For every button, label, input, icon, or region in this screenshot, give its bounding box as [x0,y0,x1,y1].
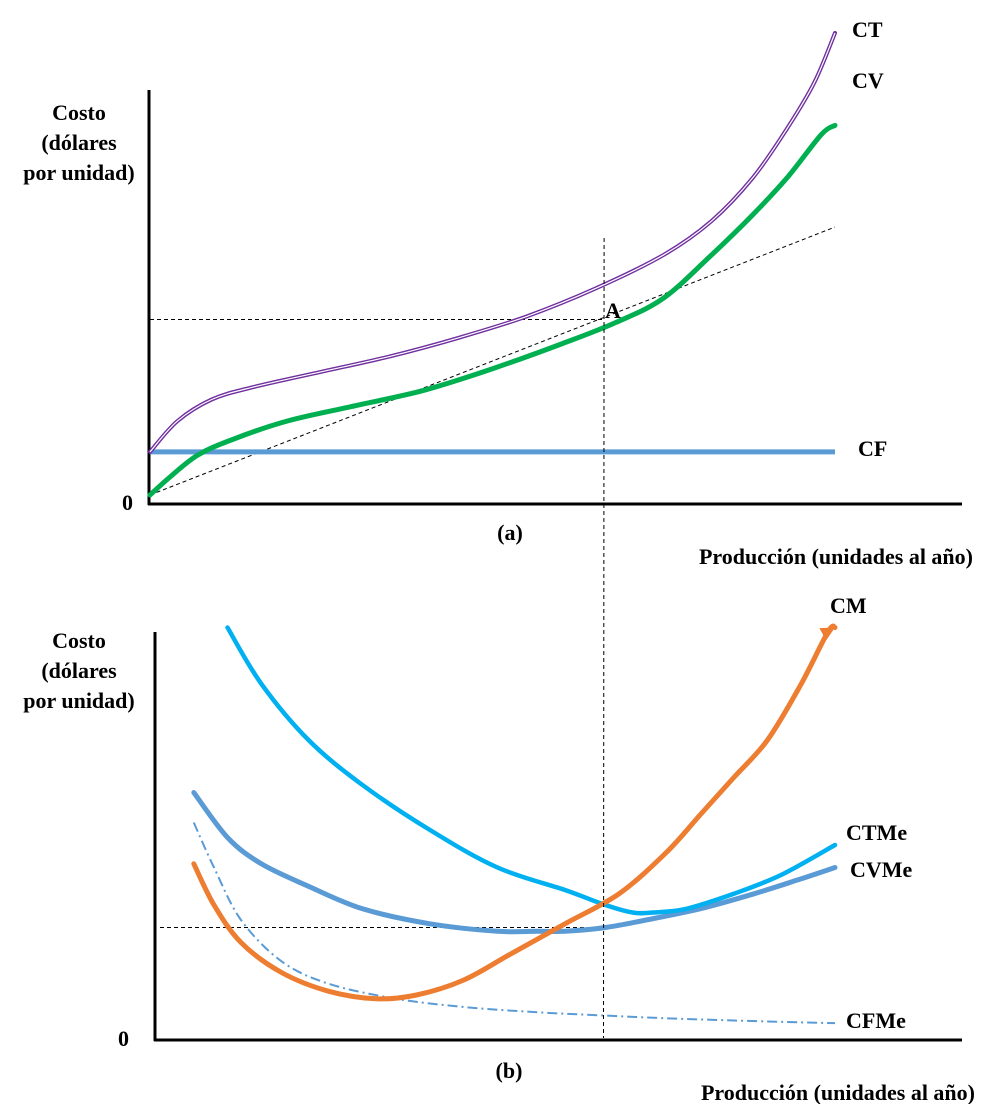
cvme-curve [191,790,838,935]
cm-arrowhead [819,627,835,641]
cm-label: CM [830,593,867,618]
panel-b: Costo (dólares por unidad) 0 (b) Producc… [23,593,975,1104]
panel-a-ylabel-line3: por unidad) [23,160,134,185]
panel-a-label: (a) [497,520,523,545]
cfme-label: CFMe [846,1008,906,1033]
cv-label: CV [852,68,884,93]
panel-b-origin-label: 0 [118,1026,129,1051]
vertical-guide-line [603,237,605,1039]
panel-b-ylabel-line3: por unidad) [23,688,134,713]
cfme-curve [192,822,836,1025]
panel-a: Costo (dólares por unidad) 0 (a) Producc… [23,17,973,569]
ct-curve [148,31,837,454]
ray-from-origin [149,226,836,496]
ct-curve-inner [149,32,836,453]
panel-a-ylabel-line1: Costo [52,100,106,125]
panel-b-ylabel-line1: Costo [52,628,106,653]
point-a-label: A [605,298,621,323]
panel-b-ylabel-line2: (dólares [41,658,117,683]
panel-a-ylabel-line2: (dólares [41,130,117,155]
ctme-curve [225,625,838,916]
panel-a-plot [147,31,838,498]
cm-curve [191,623,838,1002]
ct-label: CT [852,17,883,42]
ctme-label: CTMe [846,820,907,845]
panel-b-xlabel: Producción (unidades al año) [701,1080,975,1104]
panel-b-plot [160,623,838,1025]
panel-b-label: (b) [496,1058,523,1083]
cf-label: CF [858,436,887,461]
cv-curve [147,122,838,498]
panel-a-origin-label: 0 [122,490,133,515]
cvme-label: CVMe [850,857,913,882]
panel-a-xlabel: Producción (unidades al año) [699,544,973,569]
